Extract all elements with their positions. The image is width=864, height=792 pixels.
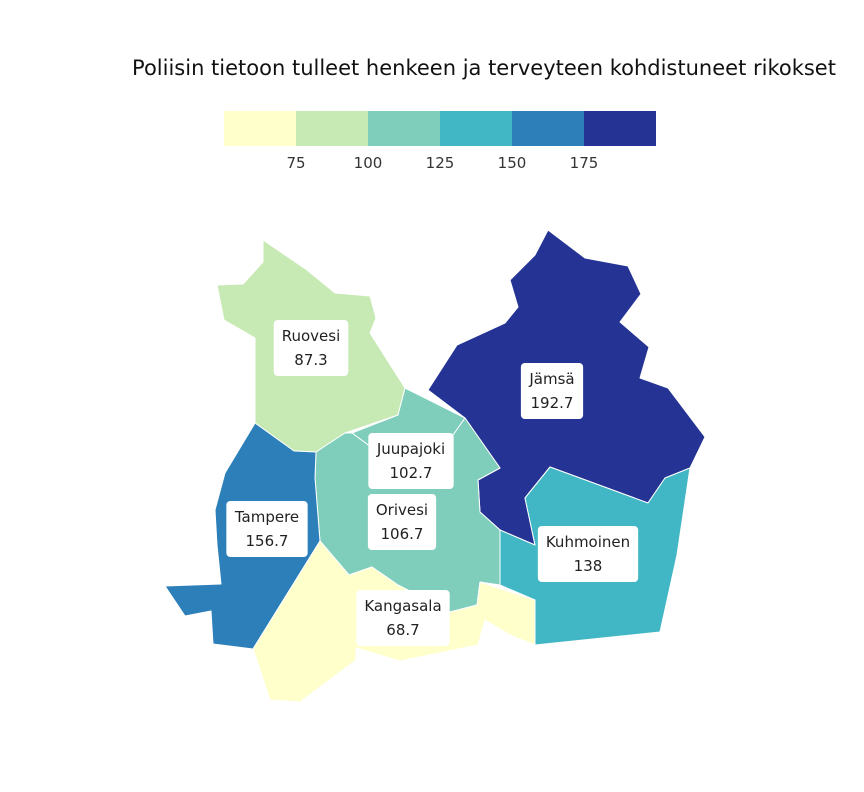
map-title: Poliisin tietoon tulleet henkeen ja terv… xyxy=(132,56,836,80)
region-label-tampere: Tampere 156.7 xyxy=(226,501,308,557)
legend-swatch xyxy=(224,111,296,146)
region-name: Kuhmoinen xyxy=(546,533,630,551)
legend-swatch xyxy=(440,111,512,146)
region-label-juupajoki: Juupajoki 102.7 xyxy=(368,433,454,489)
legend-swatch xyxy=(512,111,584,146)
region-label-kangasala: Kangasala 68.7 xyxy=(356,590,450,646)
region-label-box xyxy=(367,494,437,550)
region-value: 102.7 xyxy=(390,464,433,482)
region-label-box xyxy=(537,526,639,582)
region-name: Juupajoki xyxy=(376,440,445,458)
region-value: 106.7 xyxy=(381,525,424,543)
legend-tick: 125 xyxy=(425,154,455,172)
legend-tick: 150 xyxy=(497,154,527,172)
region-value: 87.3 xyxy=(294,351,327,369)
region-label-box xyxy=(273,320,349,376)
region-value: 156.7 xyxy=(246,532,289,550)
region-label-box xyxy=(368,433,454,489)
region-value: 68.7 xyxy=(386,621,419,639)
region-label-jamsa: Jämsä 192.7 xyxy=(520,363,584,419)
region-name: Orivesi xyxy=(376,501,428,519)
legend-tick: 75 xyxy=(286,154,306,172)
region-label-ruovesi: Ruovesi 87.3 xyxy=(273,320,349,376)
legend-swatch xyxy=(584,111,656,146)
region-label-box xyxy=(356,590,450,646)
region-label-kuhmoinen: Kuhmoinen 138 xyxy=(537,526,639,582)
region-value: 138 xyxy=(574,557,603,575)
region-label-box xyxy=(226,501,308,557)
region-name: Tampere xyxy=(234,508,299,526)
region-label-orivesi: Orivesi 106.7 xyxy=(367,494,437,550)
legend-tick: 100 xyxy=(353,154,383,172)
legend-swatch xyxy=(368,111,440,146)
legend-swatch xyxy=(296,111,368,146)
legend-tick: 175 xyxy=(569,154,599,172)
color-legend: 75 100 125 150 175 xyxy=(224,111,656,181)
region-label-box xyxy=(520,363,584,419)
region-name: Jämsä xyxy=(528,370,574,388)
region-value: 192.7 xyxy=(531,394,574,412)
region-name: Kangasala xyxy=(364,597,441,615)
region-name: Ruovesi xyxy=(282,327,341,345)
